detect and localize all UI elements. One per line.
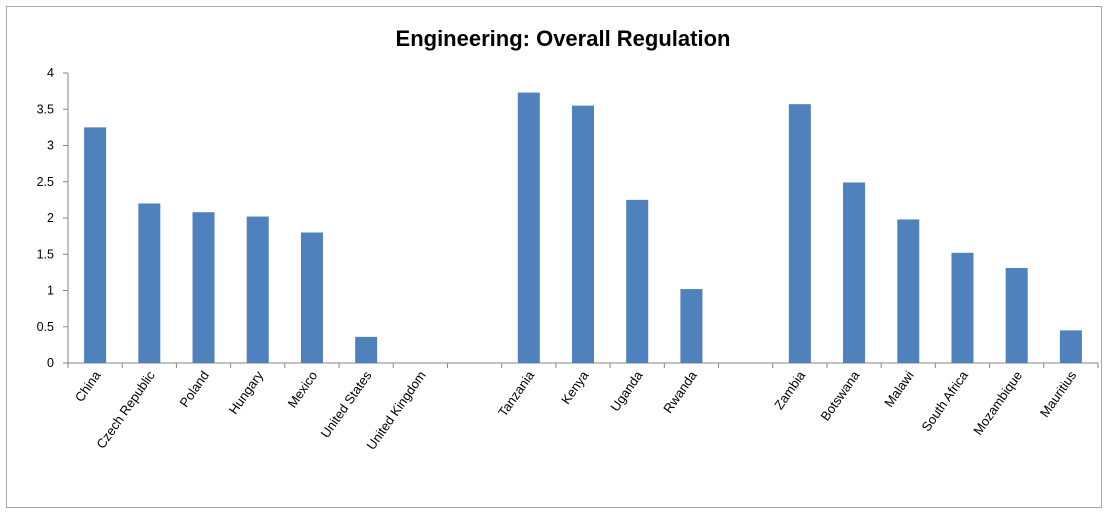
- bar: [626, 199, 649, 363]
- category-label: South Africa: [918, 367, 971, 434]
- bar: [951, 252, 974, 363]
- bar: [300, 232, 323, 363]
- x-axis: [67, 362, 1099, 368]
- y-tick-label: 1.5: [37, 247, 54, 261]
- chart-frame: [6, 6, 1102, 508]
- category-label: Zambia: [771, 367, 809, 412]
- category-label: United Kingdom: [363, 368, 428, 452]
- bar: [355, 336, 378, 363]
- bar: [788, 104, 811, 364]
- bars: [84, 92, 1082, 364]
- y-tick-label: 4: [47, 66, 54, 80]
- y-tick-label: 3.5: [37, 102, 54, 116]
- bar: [246, 216, 269, 363]
- y-tick-label: 2: [47, 211, 54, 225]
- y-tick-label: 2.5: [37, 175, 54, 189]
- category-label: Botswana: [817, 367, 862, 423]
- bar: [843, 182, 866, 363]
- category-label: Tanzania: [495, 367, 538, 419]
- category-label: China: [72, 367, 104, 404]
- bar: [572, 105, 594, 363]
- category-label: Mauritius: [1037, 368, 1080, 420]
- bar: [517, 92, 540, 363]
- category-label: Hungary: [226, 368, 267, 417]
- category-label: Czech Republic: [93, 368, 158, 452]
- category-label: Malawi: [881, 368, 917, 410]
- bar: [1005, 268, 1028, 363]
- category-label: Kenya: [558, 367, 592, 406]
- bar: [1059, 330, 1082, 363]
- bar: [680, 289, 703, 363]
- y-axis: 0 0.5 1 1.5 2 2.5 3 3.5 4: [37, 66, 69, 370]
- bar: [897, 219, 920, 363]
- y-tick-label: 1: [47, 284, 54, 298]
- category-label: Uganda: [607, 367, 646, 414]
- category-label: Mozambique: [970, 368, 1025, 438]
- bar: [84, 127, 107, 363]
- category-label: Mexico: [284, 368, 320, 410]
- category-label: Rwanda: [660, 367, 700, 415]
- y-tick-label: 0.5: [37, 320, 54, 334]
- bar: [192, 212, 215, 363]
- category-label: Poland: [176, 368, 212, 410]
- y-tick-label: 0: [47, 356, 54, 370]
- chart-title: Engineering: Overall Regulation: [396, 26, 731, 51]
- y-tick-label: 3: [47, 139, 54, 153]
- bar: [138, 203, 161, 363]
- category-label: United States: [318, 368, 375, 441]
